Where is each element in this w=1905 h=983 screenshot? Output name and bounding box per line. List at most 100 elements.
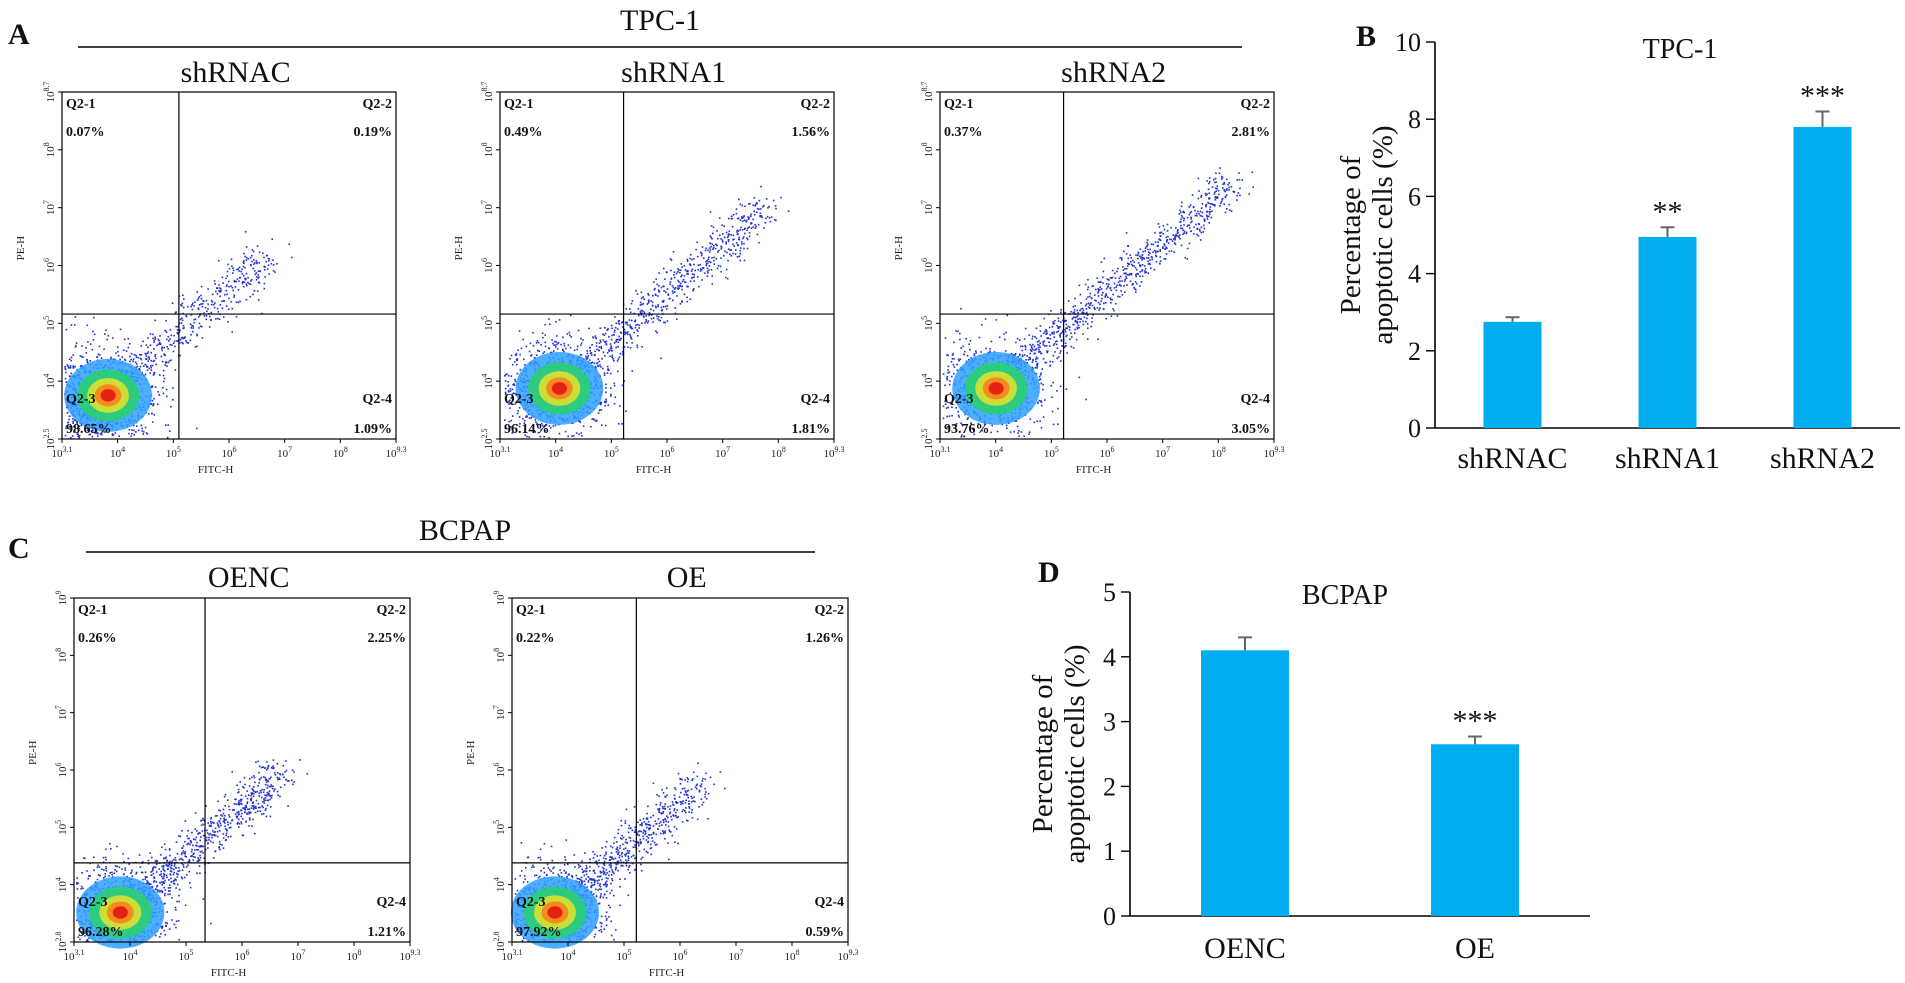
- flow-plot-shrna1: shRNA1 Q2-1 0.49% Q2-2 1.56% Q2-3 96.14% Q2-4 1.…: [453, 56, 845, 476]
- quadrant-percent-ul: 0.22%: [516, 631, 555, 646]
- bar-oe: [1431, 744, 1519, 916]
- y-axis-label-line: apoptotic cells (%): [1059, 644, 1091, 863]
- y-tick-label: 108: [920, 142, 935, 157]
- y-tick-label: 107: [920, 200, 935, 215]
- x-tick-label: 109.3: [400, 948, 421, 963]
- quadrant-percent-lr: 1.21%: [368, 925, 407, 940]
- flow-plot-shrnac: shRNAC Q2-1 0.07% Q2-2 0.19% Q2-3 98.65% Q2-4 1.…: [15, 56, 407, 476]
- x-tick-label: 106: [222, 445, 237, 460]
- quadrant-name-ur: Q2-2: [362, 97, 392, 112]
- bar-shrna2: [1793, 126, 1852, 429]
- x-tick-label: 104: [561, 948, 576, 963]
- bar-chart-bcpap: 0 1 2 3 4 5 BCPAP Percentage of apoptotic cells …: [1027, 578, 1590, 965]
- y-tick-label: 106: [492, 763, 507, 778]
- flow-plot-title: OE: [667, 561, 707, 594]
- y-tick-label: 104: [492, 877, 507, 892]
- x-tick-label: 107: [1155, 445, 1170, 460]
- group-header-bcpap: BCPAP: [86, 514, 815, 553]
- y-tick-label: 5: [1103, 578, 1116, 607]
- x-tick-label: 107: [291, 948, 306, 963]
- quadrant-percent-ll: 93.76%: [944, 422, 990, 437]
- y-tick-label: 3: [1103, 708, 1116, 737]
- x-axis-name: FITC-H: [198, 464, 234, 476]
- x-tick-label: 104: [548, 445, 563, 460]
- x-tick-label: 105: [604, 445, 619, 460]
- quadrant-percent-lr: 0.59%: [806, 925, 845, 940]
- y-tick-label: 102.8: [54, 932, 69, 953]
- x-tick-label: 109.3: [824, 445, 845, 460]
- flow-plot-title: shRNAC: [181, 56, 291, 89]
- quadrant-name-ll: Q2-3: [516, 895, 546, 910]
- quadrant-percent-ur: 2.25%: [368, 631, 407, 646]
- panel-label-d: D: [1038, 556, 1060, 589]
- x-tick-label: 109.3: [386, 445, 407, 460]
- x-tick-label: 103.1: [490, 445, 511, 460]
- y-tick-label: 106: [42, 258, 57, 273]
- x-tick-label: 103.1: [64, 948, 85, 963]
- y-tick-label: 109: [492, 591, 507, 606]
- quadrant-name-ur: Q2-2: [800, 97, 830, 112]
- x-tick-label: 103.1: [502, 948, 523, 963]
- y-tick-label: 6: [1408, 182, 1421, 211]
- x-tick-label: 106: [1100, 445, 1115, 460]
- y-tick-label: 104: [480, 374, 495, 389]
- y-axis-name: PE-H: [465, 741, 477, 766]
- y-tick-label: 108: [42, 142, 57, 157]
- x-tick-label: 108: [1211, 445, 1226, 460]
- quadrant-percent-ul: 0.37%: [944, 125, 983, 140]
- y-tick-label: 0: [1103, 902, 1116, 931]
- panel-label-a: A: [8, 18, 30, 51]
- x-tick-label: 108: [333, 445, 348, 460]
- flow-plot-title: OENC: [208, 561, 290, 594]
- x-tick-label: 107: [277, 445, 292, 460]
- significance-marker: **: [1653, 195, 1683, 228]
- x-axis-name: FITC-H: [636, 464, 672, 476]
- y-axis-label-line: Percentage of: [1027, 674, 1059, 833]
- y-tick-label: 105: [920, 316, 935, 331]
- group-title-bcpap: BCPAP: [419, 514, 511, 547]
- y-tick-label: 108.7: [920, 82, 935, 103]
- quadrant-name-ll: Q2-3: [78, 895, 108, 910]
- y-tick-label: 102.8: [492, 932, 507, 953]
- y-tick-label: 107: [54, 705, 69, 720]
- bar-chart-title: TPC-1: [1643, 34, 1718, 65]
- y-tick-label: 107: [492, 705, 507, 720]
- bar-shrna1: [1638, 236, 1697, 428]
- x-tick-label: 105: [617, 948, 632, 963]
- quadrant-percent-ur: 2.81%: [1232, 125, 1271, 140]
- y-tick-label: 8: [1408, 105, 1421, 134]
- quadrant-percent-ul: 0.26%: [78, 631, 117, 646]
- quadrant-name-ul: Q2-1: [504, 97, 534, 112]
- flow-plot-shrna2: shRNA2 Q2-1 0.37% Q2-2 2.81% Q2-3 93.76% Q2-4 3.…: [893, 56, 1285, 476]
- quadrant-percent-ll: 96.14%: [504, 422, 550, 437]
- y-tick-label: 10: [1395, 28, 1421, 57]
- quadrant-name-ur: Q2-2: [1240, 97, 1270, 112]
- event-density-cloud: [64, 231, 293, 439]
- x-tick-label: 104: [110, 445, 125, 460]
- x-tick-label: 105: [166, 445, 181, 460]
- quadrant-name-ul: Q2-1: [944, 97, 974, 112]
- flow-plot-title: shRNA2: [1061, 56, 1166, 89]
- category-label: OENC: [1204, 932, 1286, 965]
- quadrant-name-lr: Q2-4: [814, 895, 844, 910]
- y-tick-label: 0: [1408, 414, 1421, 443]
- y-tick-label: 1: [1103, 837, 1116, 866]
- bar-shrnac: [1483, 321, 1542, 428]
- y-tick-label: 104: [42, 374, 57, 389]
- y-tick-label: 108.7: [480, 82, 495, 103]
- quadrant-percent-lr: 1.09%: [354, 422, 393, 437]
- quadrant-percent-lr: 1.81%: [792, 422, 831, 437]
- quadrant-percent-lr: 3.05%: [1232, 422, 1271, 437]
- y-tick-label: 109: [54, 591, 69, 606]
- x-axis-name: FITC-H: [1076, 464, 1112, 476]
- quadrant-name-lr: Q2-4: [800, 392, 830, 407]
- bar-oenc: [1201, 650, 1289, 916]
- event-density-cloud: [503, 185, 790, 439]
- y-tick-label: 102.5: [42, 429, 57, 450]
- quadrant-percent-ul: 0.49%: [504, 125, 543, 140]
- y-tick-label: 104: [920, 374, 935, 389]
- quadrant-name-lr: Q2-4: [362, 392, 392, 407]
- y-tick-label: 4: [1408, 260, 1421, 289]
- group-title-tpc: TPC-1: [620, 4, 700, 37]
